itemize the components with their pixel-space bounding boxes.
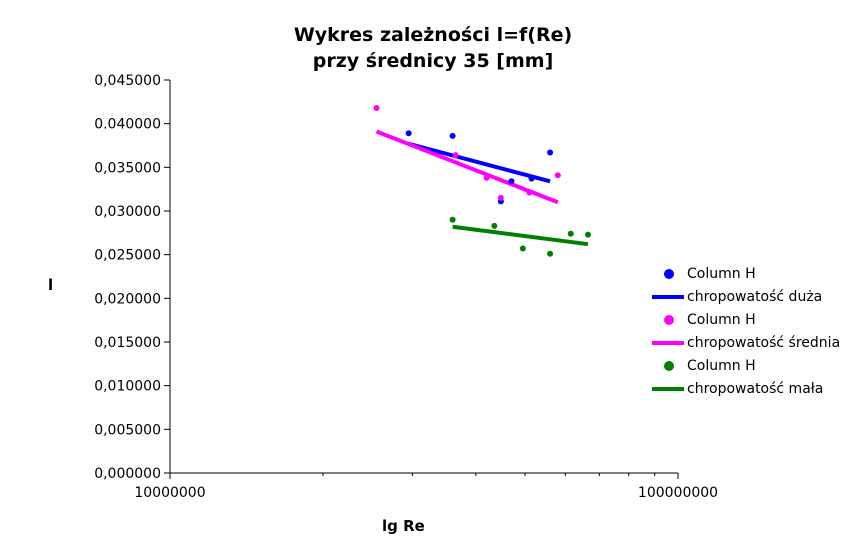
y-tick-label: 0,010000	[94, 379, 161, 395]
legend-label: chropowatość średnia	[687, 335, 841, 351]
legend-line-magenta	[652, 333, 684, 353]
data-point	[449, 132, 456, 139]
trend-line	[408, 141, 551, 184]
y-axis-label: l	[48, 276, 54, 294]
y-tick-label: 0,035000	[94, 160, 161, 176]
data-point	[526, 189, 533, 196]
data-point	[547, 250, 554, 257]
data-point	[554, 172, 561, 179]
y-tick-label: 0,025000	[94, 248, 161, 264]
x-axis-label: lg Re	[382, 517, 425, 535]
y-tick-label: 0.040000	[94, 117, 161, 133]
legend-marker-blue	[652, 264, 684, 284]
legend-label: Column H	[687, 266, 756, 282]
chart-title: Wykres zależności l=f(Re)	[293, 24, 573, 46]
data-point	[567, 230, 574, 237]
trend-line	[452, 224, 589, 247]
x-tick-label: 10000000	[134, 485, 205, 501]
legend-label: Column H	[687, 358, 756, 374]
y-tick-label: 0,030000	[94, 204, 161, 220]
y-axis-ticks: 0,000000 0,005000 0,010000 0,015000 0,020000…	[94, 73, 170, 482]
data-point	[528, 175, 535, 182]
data-point	[483, 174, 490, 181]
y-tick-label: 0,045000	[94, 73, 161, 89]
legend-line-green	[652, 379, 684, 399]
data-point	[519, 245, 526, 252]
legend-label: chropowatość duża	[687, 289, 823, 305]
y-tick-label: 0,005000	[94, 422, 161, 438]
legend-label: Column H	[687, 312, 756, 328]
legend-marker-green	[652, 356, 684, 376]
data-point	[452, 152, 459, 159]
axes	[169, 80, 678, 474]
data-point	[547, 149, 554, 156]
x-tick-label: 100000000	[638, 485, 718, 501]
data-point	[405, 130, 412, 137]
x-axis-ticks: 10000000 100000000	[134, 473, 718, 501]
data-point	[584, 231, 591, 238]
y-tick-label: 0,020000	[94, 291, 161, 307]
data-point	[373, 104, 380, 111]
legend-line-blue	[652, 287, 684, 307]
data-point	[449, 216, 456, 223]
data-point	[491, 222, 498, 229]
y-tick-label: 0,015000	[94, 335, 161, 351]
data-point	[497, 194, 504, 201]
y-tick-label: 0,000000	[94, 466, 161, 482]
legend-label: chropowatość mała	[687, 381, 824, 397]
chart-subtitle: przy średnicy 35 [mm]	[312, 50, 554, 72]
legend-marker-magenta	[652, 310, 684, 330]
data-point	[508, 178, 515, 185]
plot-area	[373, 104, 591, 257]
